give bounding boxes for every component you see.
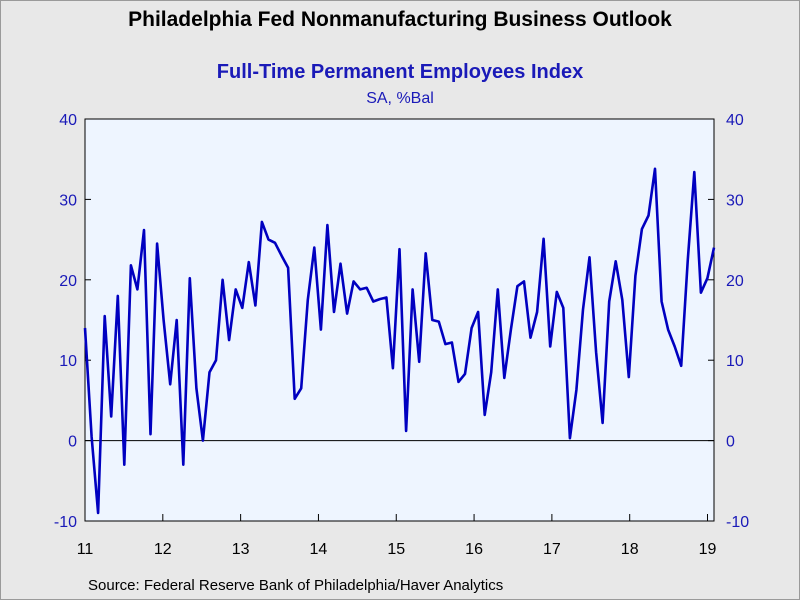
- y-tick-label-left: 20: [59, 273, 77, 290]
- chart-units: SA, %Bal: [366, 90, 434, 107]
- x-tick-label: 16: [465, 541, 483, 558]
- chart-subtitle: Full-Time Permanent Employees Index: [216, 61, 584, 83]
- x-tick-label: 19: [699, 541, 717, 558]
- x-tick-label: 18: [621, 541, 639, 558]
- chart-title: Philadelphia Fed Nonmanufacturing Busine…: [128, 8, 672, 31]
- y-tick-label-right: 10: [726, 353, 744, 370]
- y-tick-label-left: 30: [59, 192, 77, 209]
- y-tick-label-left: 10: [59, 353, 77, 370]
- y-tick-label-right: 20: [726, 273, 744, 290]
- x-tick-label: 11: [77, 541, 94, 558]
- x-tick-label: 13: [232, 541, 250, 558]
- source-note: Source: Federal Reserve Bank of Philadel…: [88, 577, 504, 594]
- y-tick-label-right: 30: [726, 192, 744, 209]
- x-tick-label: 12: [154, 541, 172, 558]
- x-tick-label: 15: [387, 541, 405, 558]
- y-tick-label-left: -10: [54, 514, 77, 531]
- y-tick-label-right: -10: [726, 514, 749, 531]
- x-tick-label: 14: [310, 541, 328, 558]
- y-tick-label-left: 40: [59, 112, 77, 129]
- y-tick-label-right: 40: [726, 112, 744, 129]
- x-tick-label: 17: [543, 541, 561, 558]
- y-tick-label-left: 0: [68, 434, 77, 451]
- plot-area: [84, 118, 715, 522]
- y-tick-label-right: 0: [726, 434, 735, 451]
- series-line: [83, 167, 716, 515]
